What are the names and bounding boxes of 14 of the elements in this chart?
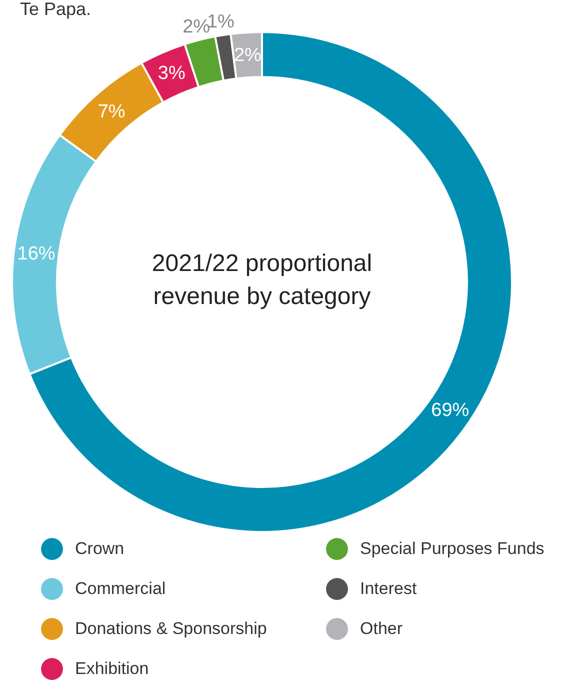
- data-label: 69%: [431, 400, 470, 421]
- data-label: 3%: [158, 63, 186, 84]
- data-label: 2%: [234, 44, 262, 66]
- legend-label: Special Purposes Funds: [360, 539, 544, 558]
- legend-label: Exhibition: [75, 659, 149, 678]
- data-label: 7%: [98, 101, 126, 122]
- legend-label: Crown: [75, 539, 124, 558]
- legend-label: Interest: [360, 579, 417, 598]
- text: 2021/22 proportional revenue by category: [152, 250, 372, 310]
- legend-label: Donations & Sponsorship: [75, 619, 267, 638]
- legend-label: Other: [360, 619, 403, 638]
- text: Te Papa.: [20, 0, 92, 19]
- data-label: 16%: [17, 243, 56, 264]
- legend-label: Commercial: [75, 579, 166, 598]
